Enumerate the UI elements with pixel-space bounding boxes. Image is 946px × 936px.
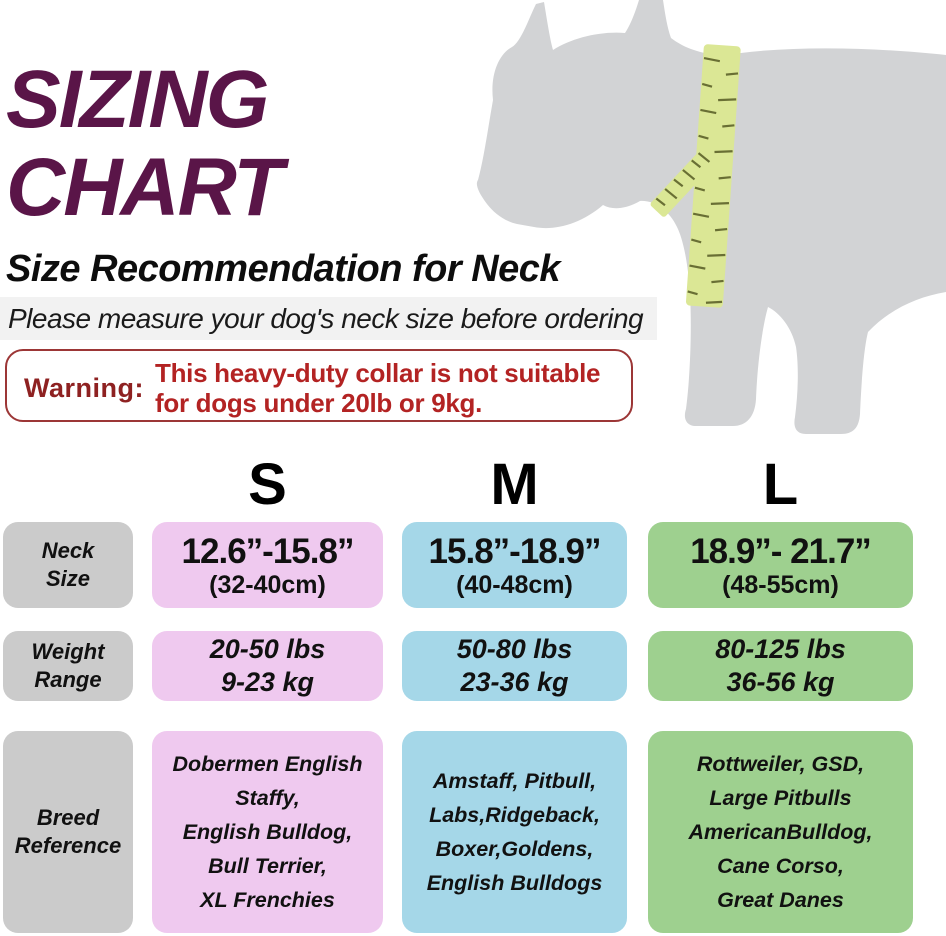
warning-label: Warning:: [24, 373, 144, 403]
row-label-breed-reference: Breed Reference: [3, 731, 133, 933]
warning-message-line2: for dogs under 20lb or 9kg.: [155, 388, 483, 418]
warning-message-line1: This heavy-duty collar is not suitable: [155, 358, 601, 388]
neck-size-cell-m: 15.8”-18.9” (40-48cm): [402, 522, 627, 608]
warning-box: Warning: This heavy-duty collar is not s…: [5, 349, 633, 422]
warning-message: This heavy-duty collar is not suitable f…: [155, 358, 600, 418]
breed-cell-l: Rottweiler, GSD, Large Pitbulls American…: [648, 731, 913, 933]
breed-cell-m: Amstaff, Pitbull, Labs,Ridgeback, Boxer,…: [402, 731, 627, 933]
page-title-line1: SIZING: [6, 54, 269, 145]
neck-size-cell-l: 18.9”- 21.7” (48-55cm): [648, 522, 913, 608]
column-header-m: M: [490, 452, 539, 517]
page-title: SIZING CHART: [6, 54, 283, 233]
subtitle: Size Recommendation for Neck: [6, 248, 561, 290]
column-header-s: S: [248, 452, 287, 517]
weight-cell-s: 20-50 lbs 9-23 kg: [152, 631, 383, 701]
dog-silhouette-image: [476, 0, 946, 434]
weight-cell-l: 80-125 lbs 36-56 kg: [648, 631, 913, 701]
weight-cell-m: 50-80 lbs 23-36 kg: [402, 631, 627, 701]
note-band: Please measure your dog's neck size befo…: [0, 297, 657, 340]
neck-size-cell-s: 12.6”-15.8” (32-40cm): [152, 522, 383, 608]
note-text: Please measure your dog's neck size befo…: [8, 303, 644, 334]
column-header-l: L: [762, 452, 799, 517]
measuring-tape-icon: [685, 44, 741, 308]
page-title-line2: CHART: [6, 142, 283, 233]
row-label-neck-size: Neck Size: [3, 522, 133, 608]
breed-cell-s: Dobermen English Staffy, English Bulldog…: [152, 731, 383, 933]
row-label-weight-range: Weight Range: [3, 631, 133, 701]
measuring-tape-neck-segment: [650, 150, 714, 217]
